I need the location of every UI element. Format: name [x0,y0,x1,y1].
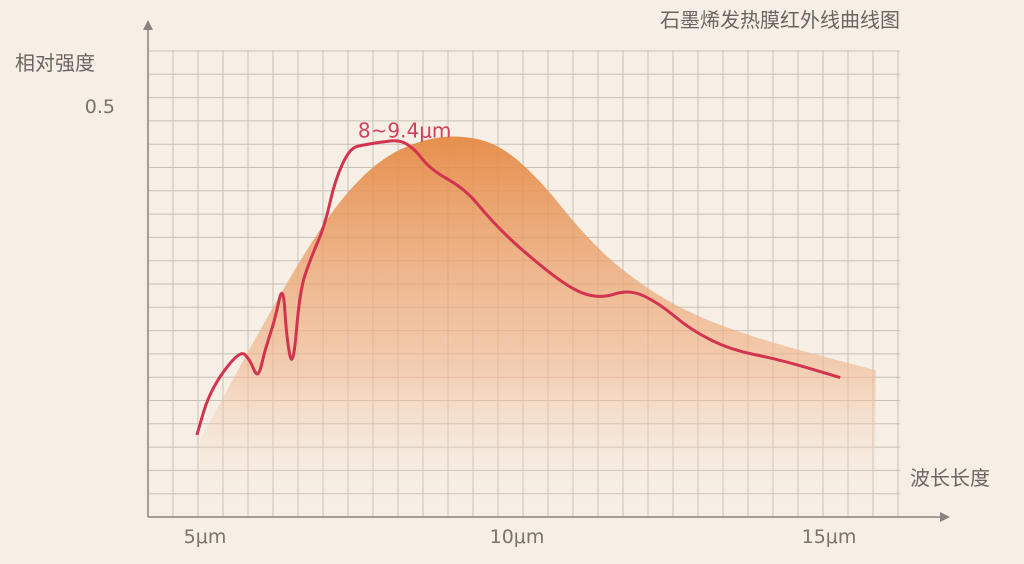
area-series [200,136,876,517]
x-tick-label: 10μm [490,526,545,548]
y-axis-arrow-icon [143,20,153,30]
chart-title: 石墨烯发热膜红外线曲线图 [660,8,900,32]
x-axis-arrow-icon [940,512,950,522]
y-tick-label: 0.5 [85,96,115,118]
x-tick-label: 5μm [184,526,227,548]
y-axis-label: 相对强度 [15,51,95,75]
annotation-label: 8~9.4μm [358,118,452,142]
x-axis-label: 波长长度 [910,466,990,490]
line-series [195,139,841,436]
x-tick-label: 15μm [802,526,857,548]
